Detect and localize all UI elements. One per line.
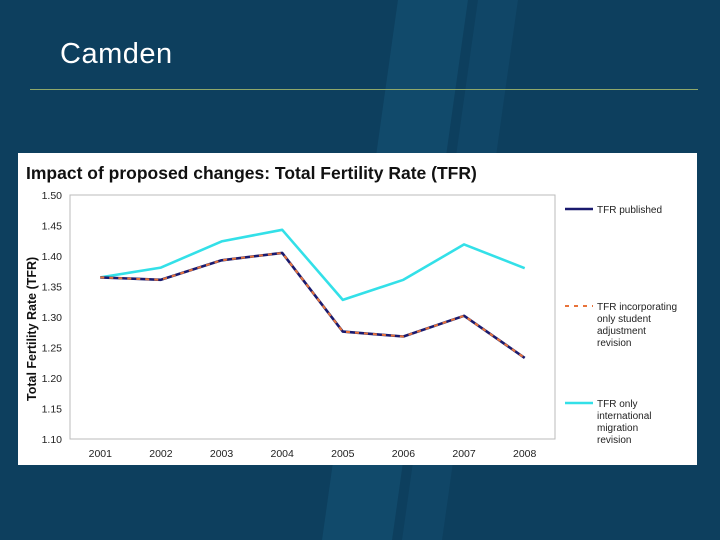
y-tick-label: 1.35: [42, 282, 63, 294]
y-tick-label: 1.15: [42, 404, 63, 416]
legend-label: TFR incorporating only student adjustment r…: [597, 302, 677, 349]
title-divider: [30, 89, 698, 90]
y-tick-label: 1.30: [42, 312, 63, 324]
x-tick-label: 2005: [331, 448, 355, 460]
y-tick-label: 1.40: [42, 251, 63, 263]
series-line-3: [100, 228, 526, 302]
x-tick-label: 2006: [392, 448, 416, 460]
y-tick-label: 1.50: [42, 190, 63, 202]
chart-title: Impact of proposed changes: Total Fertil…: [26, 163, 477, 183]
y-tick-label: 1.10: [42, 434, 63, 446]
plot-area: [69, 194, 556, 440]
y-tick-label: 1.20: [42, 373, 63, 385]
x-tick-label: 2003: [210, 448, 234, 460]
y-tick-label: 1.45: [42, 221, 63, 233]
x-tick-label: 2007: [452, 448, 476, 460]
x-tick-label: 2008: [513, 448, 537, 460]
chart-panel: Impact of proposed changes: Total Fertil…: [18, 153, 697, 465]
x-tick-label: 2002: [149, 448, 173, 460]
x-tick-label: 2001: [89, 448, 113, 460]
slide-title: Camden: [60, 38, 173, 70]
y-axis-label: Total Fertility Rate (TFR): [25, 257, 39, 401]
series-line-2: [100, 251, 526, 359]
legend-label: TFR only international migration revision: [597, 399, 651, 446]
tfr-line-chart: Impact of proposed changes: Total Fertil…: [25, 163, 677, 460]
x-tick-label: 2004: [271, 448, 295, 460]
legend-label: TFR published: [597, 205, 662, 216]
y-tick-label: 1.25: [42, 343, 63, 355]
